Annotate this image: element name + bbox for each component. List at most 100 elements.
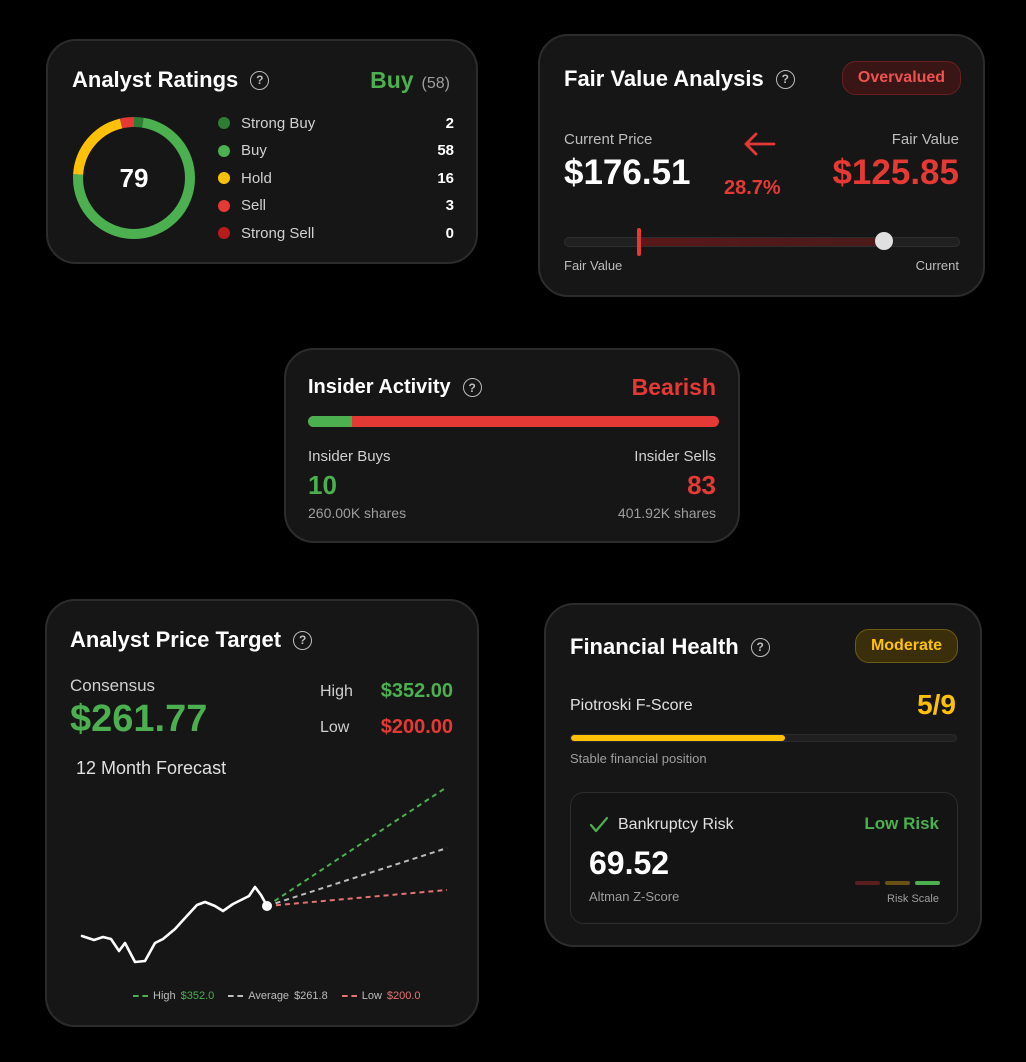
analyst-ratings-card: Analyst Ratings ? Buy (58) 79 Strong Buy…: [46, 39, 478, 264]
fair-value-card: Fair Value Analysis ? Overvalued Current…: [538, 34, 985, 297]
legend-high-swatch: [133, 995, 148, 997]
rating-value: Buy: [370, 67, 414, 93]
financial-health-title: Financial Health: [570, 634, 739, 659]
forecast-chart: [80, 786, 448, 964]
forecast-label: 12 Month Forecast: [76, 758, 227, 778]
legend-label: Strong Sell: [241, 224, 315, 242]
risk-level: Low Risk: [864, 814, 939, 833]
insider-title: Insider Activity: [308, 376, 451, 398]
price-target-title: Analyst Price Target: [70, 627, 282, 652]
risk-scale-medium: [885, 881, 910, 885]
legend-count: 16: [437, 169, 454, 187]
legend-average-value: $261.8: [294, 990, 328, 1002]
fscore-description: Stable financial position: [570, 751, 707, 766]
help-icon[interactable]: ?: [750, 637, 770, 657]
price-target-card: Analyst Price Target ? Consensus $261.77…: [45, 599, 479, 1027]
risk-scale-low: [915, 881, 940, 885]
risk-scale-label: Risk Scale: [887, 893, 939, 905]
insider-buys-count: 10: [308, 470, 337, 500]
arrow-left-icon: [744, 132, 776, 156]
legend-count: 0: [445, 224, 454, 242]
legend-low-label: Low: [361, 990, 382, 1002]
rating-legend-item: Buy 58: [218, 141, 454, 161]
bankruptcy-panel: Bankruptcy Risk Low Risk 69.52 Altman Z-…: [570, 792, 958, 924]
price-history-line: [80, 885, 269, 964]
forecast-low-line: [266, 889, 448, 907]
fair-value-label: Fair Value: [891, 131, 959, 148]
insider-sells-count: 83: [687, 470, 716, 500]
fscore-label: Piotroski F-Score: [570, 697, 693, 714]
target-low-value: $200.00: [380, 716, 453, 738]
fair-value-title: Fair Value Analysis: [564, 66, 764, 91]
legend-dot: [218, 227, 230, 239]
zscore-label: Altman Z-Score: [589, 889, 680, 904]
help-icon[interactable]: ?: [293, 630, 313, 650]
legend-dot: [218, 172, 230, 184]
legend-count: 3: [445, 197, 454, 214]
rating-legend-item: Strong Buy 2: [218, 113, 454, 133]
legend-dot: [218, 117, 230, 129]
legend-label: Hold: [241, 169, 272, 187]
difference-percent: 28.7%: [724, 177, 781, 199]
legend-label: Strong Buy: [241, 114, 316, 132]
legend-average-swatch: [228, 995, 244, 997]
rating-count: (58): [421, 75, 450, 92]
fscore-fill: [571, 735, 786, 741]
insider-activity-card: Insider Activity ? Bearish Insider Buys …: [284, 348, 740, 543]
scale-left-label: Fair Value: [564, 258, 623, 273]
target-high-label: High: [320, 683, 353, 700]
fscore-value: 5/9: [917, 689, 956, 720]
legend-label: Sell: [241, 197, 267, 214]
help-icon[interactable]: ?: [462, 378, 482, 397]
current-price-value: $176.51: [564, 153, 691, 192]
overvalued-badge: Overvalued: [842, 61, 961, 95]
zscore-value: 69.52: [589, 845, 670, 881]
donut-segment: [73, 117, 195, 239]
help-icon[interactable]: ?: [775, 69, 795, 89]
bankruptcy-label: Bankruptcy Risk: [618, 816, 734, 833]
legend-high: High $352.0: [133, 990, 214, 1002]
legend-dot: [218, 199, 230, 212]
moderate-badge: Moderate: [855, 629, 958, 663]
legend-average-label: Average: [248, 990, 290, 1002]
legend-average: Average $261.8: [228, 990, 328, 1002]
forecast-high-line: [266, 786, 448, 907]
fair-value-amount: $125.85: [832, 153, 959, 192]
insider-sentiment: Bearish: [631, 374, 716, 400]
fscore-track: [570, 734, 957, 742]
legend-high-label: High: [153, 990, 176, 1002]
legend-label: Buy: [241, 142, 267, 159]
legend-count: 2: [445, 114, 454, 132]
current-price-point: [262, 901, 272, 911]
legend-low: Low $200.0: [341, 990, 421, 1002]
insider-ratio-bar: [308, 416, 719, 427]
financial-health-card: Financial Health ? Moderate Piotroski F-…: [544, 603, 982, 947]
forecast-legend: High $352.0 Average $261.8 Low $200.0: [133, 990, 421, 1002]
legend-count: 58: [437, 142, 454, 159]
risk-scale-high: [855, 881, 880, 885]
help-icon[interactable]: ?: [250, 70, 270, 90]
consensus-label: Consensus: [70, 676, 156, 695]
insider-buys-label: Insider Buys: [308, 448, 391, 465]
legend-low-swatch: [341, 995, 357, 997]
current-price-marker[interactable]: [875, 232, 893, 250]
analyst-ratings-title: Analyst Ratings: [72, 67, 239, 92]
scale-right-label: Current: [915, 258, 959, 273]
check-icon: [589, 816, 609, 833]
fair-value-marker: [637, 228, 641, 256]
rating-donut: [73, 117, 195, 239]
risk-scale: [855, 881, 940, 885]
consensus-value: $261.77: [70, 698, 208, 740]
rating-score: 79: [119, 162, 149, 193]
insider-sells-shares: 401.92K shares: [617, 505, 716, 521]
target-high-value: $352.00: [380, 680, 453, 702]
insider-buys-shares: 260.00K shares: [308, 505, 407, 521]
legend-dot: [218, 144, 230, 157]
legend-low-value: $200.0: [386, 990, 421, 1002]
insider-buy-fill: [308, 416, 353, 427]
target-low-label: Low: [320, 719, 350, 736]
forecast-average-line: [266, 847, 448, 907]
rating-legend-item: Strong Sell 0: [218, 223, 454, 243]
rating-legend: Strong Buy 2 Buy 58 Hold 16 Sell 3 Strong Sell 0: [218, 113, 456, 253]
current-price-label: Current Price: [564, 131, 653, 148]
